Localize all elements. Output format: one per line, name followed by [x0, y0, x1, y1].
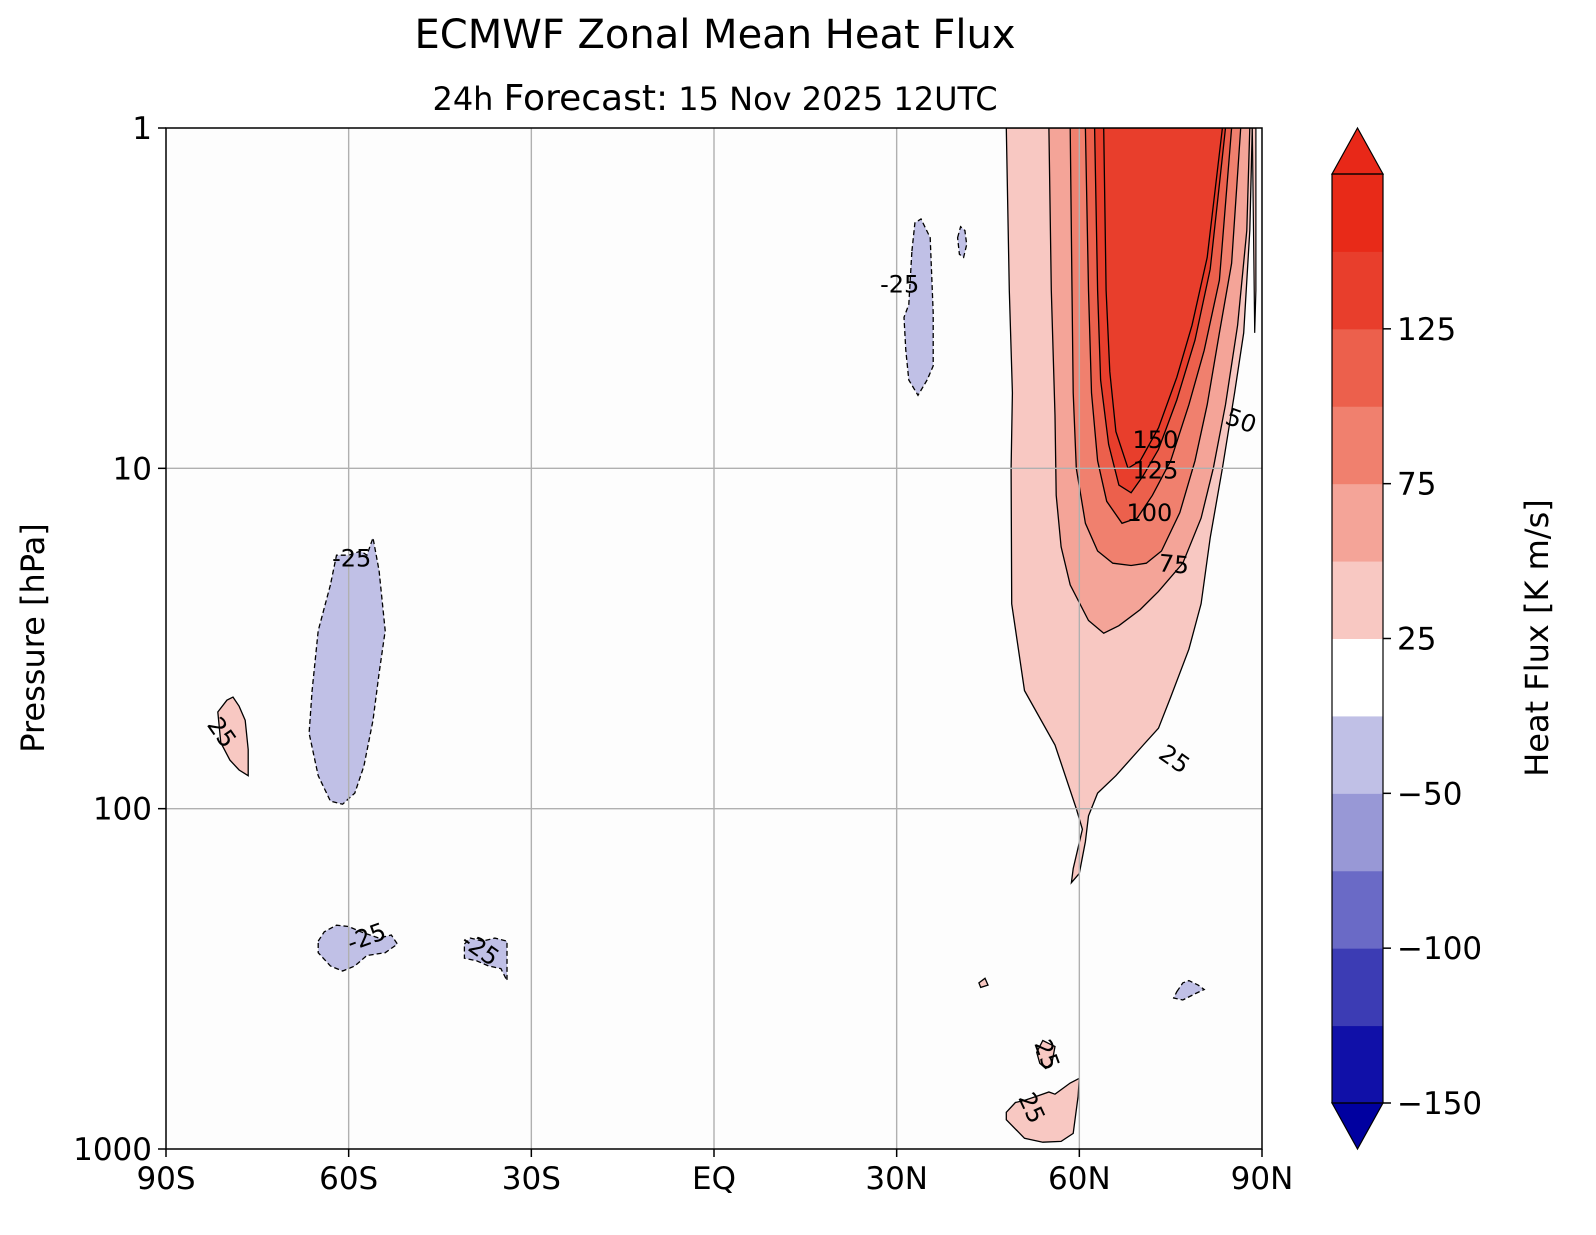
y-tick-label: 10: [113, 451, 152, 487]
contour-fills: [217, 128, 1257, 1143]
y-tick-label: 1000: [73, 1132, 152, 1168]
colorbar-segment: [1332, 638, 1383, 717]
colorbar-segment: [1332, 793, 1383, 872]
contour-label: 125: [1133, 456, 1179, 484]
colorbar: −150 −100 −50 25 75 125: [1330, 126, 1482, 1151]
y-axis: 1 10 100 1000: [73, 111, 166, 1168]
colorbar-segment: [1332, 483, 1383, 562]
colorbar-extend-top: [1330, 126, 1385, 175]
colorbar-segment: [1332, 406, 1383, 485]
subtitle-hours: 24h: [432, 80, 494, 118]
colorbar-segment: [1332, 251, 1383, 330]
flux-region-4: [463, 937, 508, 981]
flux-region-10: [978, 977, 989, 989]
grid-lines: [166, 128, 1262, 1149]
flux-region-3: [317, 924, 399, 972]
x-tick-label: EQ: [692, 1161, 736, 1197]
flux-region-2: [217, 696, 249, 777]
colorbar-segment: [1332, 870, 1383, 949]
colorbar-tick-label: −150: [1397, 1086, 1482, 1122]
colorbar-segment: [1332, 328, 1383, 407]
chart-title: ECMWF Zonal Mean Heat Flux: [414, 12, 1016, 58]
contour-label: -25: [880, 270, 919, 298]
x-tick-label: 90N: [1231, 1161, 1294, 1197]
colorbar-segment: [1332, 174, 1383, 252]
nh-flux-contour-140: [1103, 128, 1224, 470]
flux-region-5: [903, 217, 934, 397]
colorbar-tick-label: 25: [1397, 622, 1436, 658]
colorbar-segment: [1332, 561, 1383, 639]
colorbar-segment: [1332, 1025, 1383, 1104]
x-tick-label: 30S: [502, 1161, 561, 1197]
subtitle-label: Forecast:: [503, 78, 669, 119]
chart-subtitle: 24h Forecast: 15 Nov 2025 12UTC: [168, 78, 1262, 119]
flux-region-8: [1036, 1039, 1056, 1070]
colorbar-label: Heat Flux [K m/s]: [1518, 499, 1556, 777]
subtitle-date: 15 Nov 2025: [678, 80, 884, 118]
colorbar-tick-label: 125: [1397, 312, 1456, 348]
contour-label: 100: [1126, 499, 1172, 527]
y-tick-label: 1: [132, 111, 152, 147]
flux-region-1: [308, 535, 386, 805]
y-tick-label: 100: [93, 792, 152, 828]
colorbar-segment: [1332, 715, 1383, 794]
y-axis-label: Pressure [hPa]: [14, 523, 52, 753]
flux-region-6: [956, 225, 968, 259]
x-tick-label: 60N: [1048, 1161, 1111, 1197]
colorbar-tick-label: −100: [1397, 931, 1482, 967]
contour-label: 75: [1157, 549, 1190, 580]
colorbar-segment: [1332, 948, 1383, 1027]
subtitle-time: 12UTC: [893, 80, 998, 118]
x-tick-label: 30N: [865, 1161, 928, 1197]
x-tick-label: 60S: [319, 1161, 378, 1197]
colorbar-extend-bottom: [1330, 1102, 1385, 1151]
contour-label: -25: [332, 544, 371, 572]
flux-region-9: [1172, 979, 1206, 1001]
contour-label: 150: [1133, 426, 1179, 454]
x-tick-label: 90S: [136, 1161, 195, 1197]
pole-flux-band: [1251, 128, 1257, 333]
colorbar-tick-label: 75: [1397, 467, 1436, 503]
colorbar-tick-label: −50: [1397, 776, 1462, 812]
x-axis: 90S 60S 30S EQ 30N 60N 90N: [136, 1149, 1293, 1197]
